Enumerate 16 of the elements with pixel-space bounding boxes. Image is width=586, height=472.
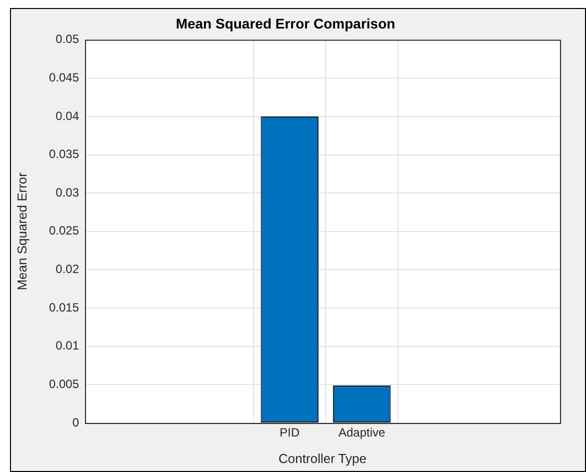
x-tick-label: PID bbox=[280, 426, 300, 440]
y-tick-label: 0.025 bbox=[48, 224, 80, 238]
y-tick-label: 0.015 bbox=[48, 300, 80, 314]
y-tick-label: 0.05 bbox=[56, 32, 80, 46]
y-axis-title: Mean Squared Error bbox=[14, 172, 30, 290]
y-tick-label: 0 bbox=[72, 415, 80, 430]
y-tick-label: 0.005 bbox=[48, 376, 80, 391]
y-tick-label: 0.01 bbox=[56, 338, 80, 353]
x-tick-label: Adaptive bbox=[338, 426, 386, 440]
y-tick-label: 0.045 bbox=[48, 70, 80, 84]
x-axis-title: Controller Type bbox=[278, 450, 366, 466]
chart-title: Mean Squared Error Comparison bbox=[176, 15, 396, 32]
y-tick-label: 0.03 bbox=[56, 185, 80, 200]
y-tick-label: 0.035 bbox=[48, 147, 80, 162]
y-tick-label: 0.04 bbox=[56, 108, 80, 123]
y-tick-label: 0.02 bbox=[56, 262, 80, 276]
